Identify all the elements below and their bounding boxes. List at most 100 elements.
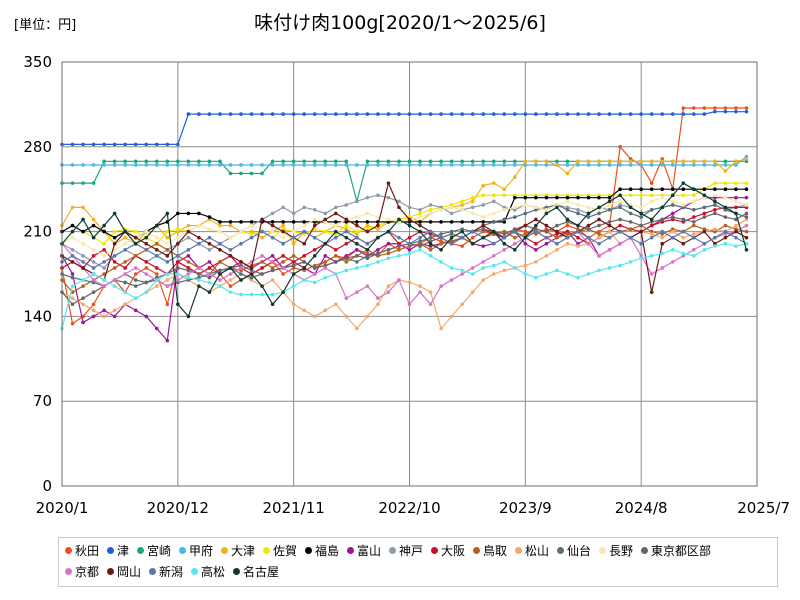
data-point: [576, 163, 580, 167]
data-point: [397, 254, 401, 258]
data-point: [460, 112, 464, 116]
data-point: [407, 241, 412, 246]
data-point: [176, 272, 180, 276]
data-point: [534, 260, 538, 264]
data-point: [386, 195, 391, 200]
data-point: [692, 215, 696, 219]
data-point: [81, 241, 85, 246]
data-point: [544, 159, 549, 164]
data-point: [597, 254, 601, 258]
data-point: [734, 159, 738, 164]
series-line: [61, 182, 748, 318]
data-point: [333, 235, 338, 240]
legend-marker: [473, 547, 480, 554]
data-point: [154, 278, 159, 282]
legend-marker: [221, 547, 228, 554]
data-point: [249, 223, 254, 228]
data-point: [333, 260, 338, 264]
data-point: [207, 112, 212, 116]
data-point: [491, 211, 496, 216]
data-point: [523, 223, 528, 228]
data-point: [165, 247, 170, 252]
data-point: [207, 272, 212, 276]
data-point: [218, 223, 222, 228]
data-point: [386, 256, 391, 261]
data-point: [302, 241, 306, 246]
data-point: [386, 163, 391, 167]
data-point: [607, 163, 612, 167]
data-point: [355, 223, 359, 228]
data-point: [249, 112, 254, 116]
data-point: [228, 266, 233, 270]
data-point: [418, 211, 422, 216]
data-point: [260, 235, 264, 240]
data-point: [186, 229, 191, 234]
data-point: [523, 235, 528, 240]
data-point: [649, 193, 654, 198]
data-point: [218, 247, 222, 252]
data-point: [323, 275, 328, 280]
data-point: [144, 272, 149, 276]
legend-marker: [347, 547, 354, 554]
data-point: [639, 211, 643, 216]
series-4: [60, 154, 749, 167]
data-point: [91, 290, 96, 294]
data-point: [123, 229, 127, 234]
data-point: [639, 112, 643, 116]
data-point: [460, 268, 464, 273]
data-point: [260, 254, 264, 258]
data-point: [628, 227, 633, 231]
data-point: [270, 220, 275, 224]
data-point: [239, 260, 243, 264]
data-point: [133, 235, 138, 240]
data-point: [544, 229, 549, 234]
data-point: [102, 223, 106, 228]
data-point: [186, 112, 191, 116]
data-point: [565, 223, 570, 228]
data-point: [291, 235, 296, 240]
data-point: [439, 241, 443, 246]
data-point: [649, 254, 654, 258]
data-point: [681, 163, 686, 167]
data-point: [586, 235, 591, 240]
data-point: [576, 229, 580, 234]
data-point: [597, 163, 601, 167]
data-point: [428, 211, 433, 216]
data-point: [260, 163, 264, 167]
legend-marker: [107, 568, 114, 575]
data-point: [555, 195, 559, 200]
legend-label: 京都: [75, 565, 100, 579]
data-point: [312, 159, 317, 164]
data-point: [291, 159, 296, 164]
legend-label: 鳥取: [483, 544, 508, 558]
data-point: [639, 256, 643, 261]
data-point: [249, 163, 254, 167]
data-point: [270, 254, 275, 258]
data-point: [618, 199, 622, 204]
data-point: [355, 112, 359, 116]
data-point: [439, 207, 443, 212]
data-point: [154, 142, 159, 147]
data-point: [597, 235, 601, 240]
data-point: [144, 159, 149, 164]
legend-label: 仙台: [567, 544, 592, 558]
data-point: [112, 314, 117, 319]
data-point: [228, 171, 233, 176]
legend-label: 津: [117, 544, 130, 558]
data-point: [281, 266, 285, 270]
data-point: [628, 260, 633, 264]
data-point: [470, 159, 475, 164]
data-point: [70, 223, 75, 228]
data-point: [481, 266, 486, 270]
data-point: [197, 223, 201, 228]
data-point: [618, 263, 622, 268]
data-point: [333, 211, 338, 216]
data-point: [618, 163, 622, 167]
data-point: [270, 292, 275, 297]
data-point: [481, 159, 486, 164]
data-point: [112, 308, 117, 313]
data-point: [207, 266, 212, 270]
data-point: [102, 254, 106, 258]
data-point: [270, 302, 275, 307]
